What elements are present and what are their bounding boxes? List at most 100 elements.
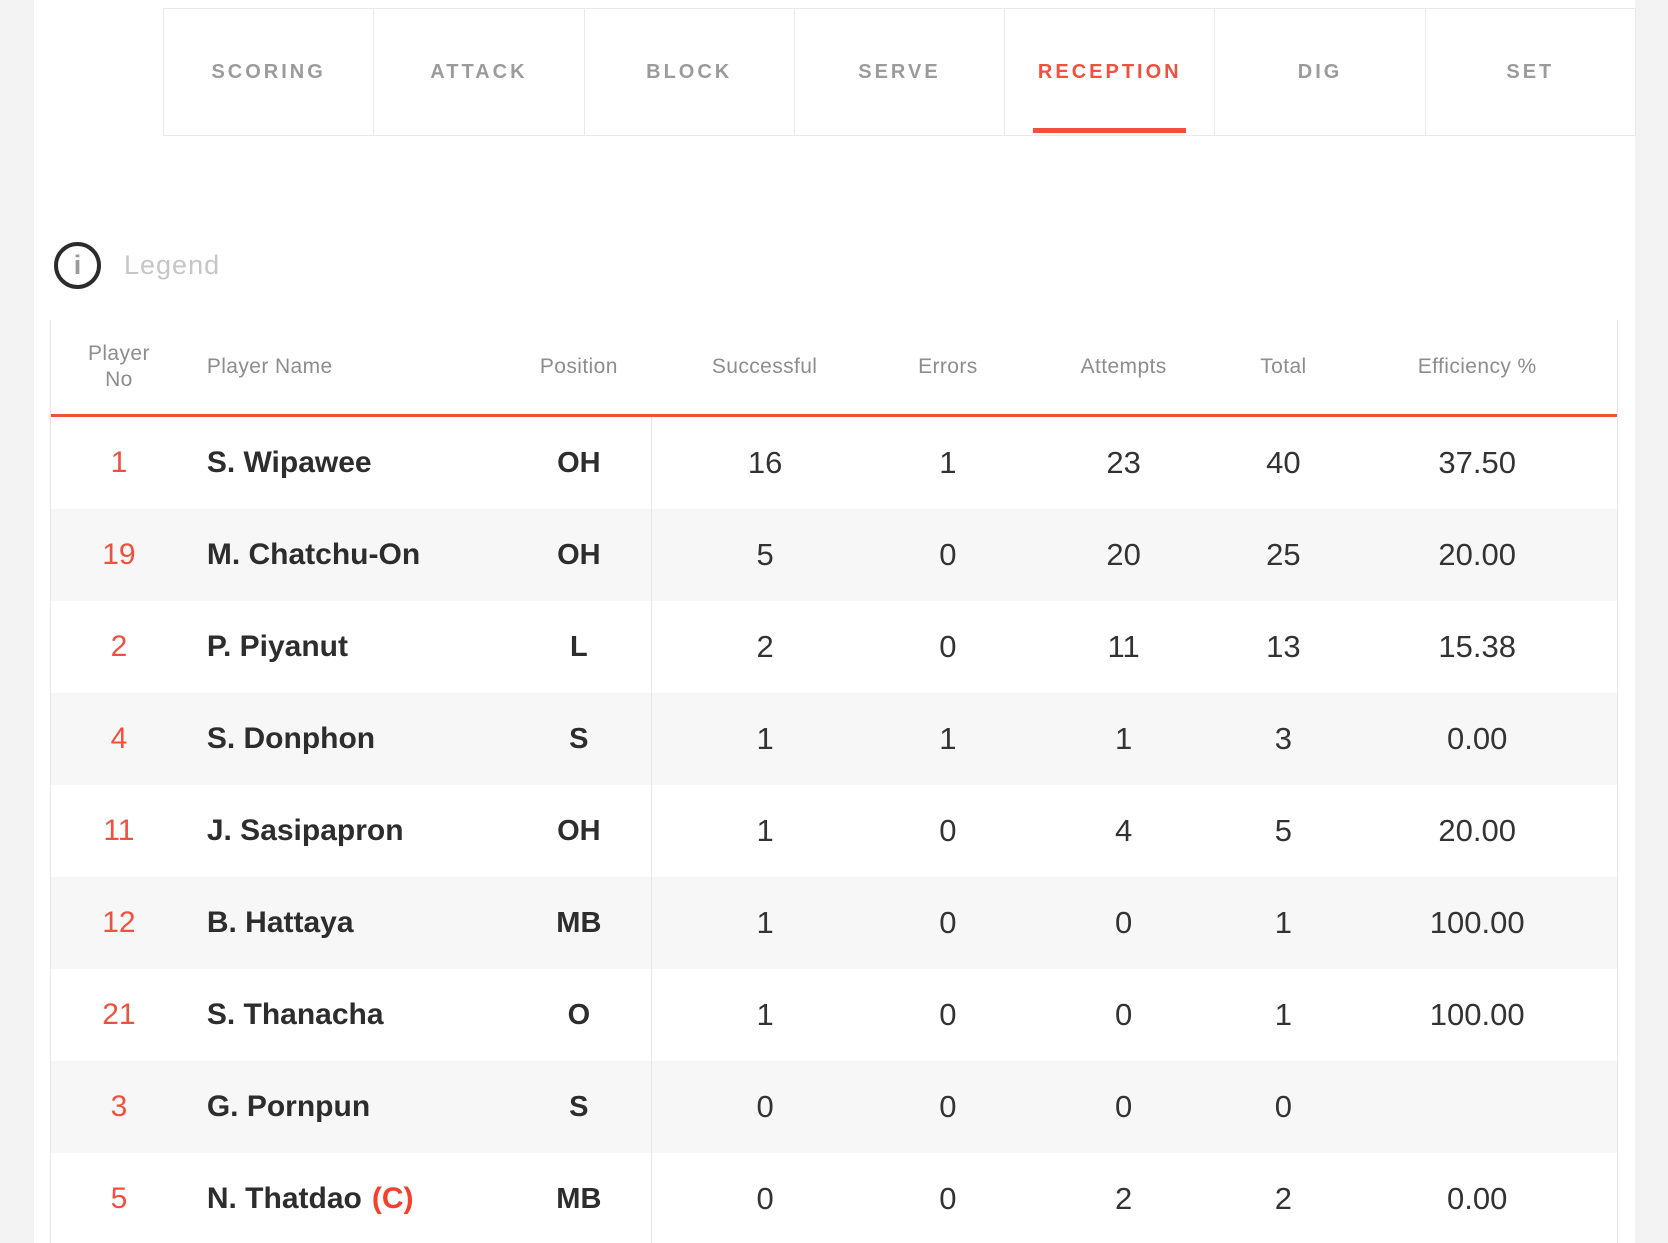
player-number-cell: 12	[102, 906, 136, 939]
player-name-cell: J. Sasipapron	[187, 785, 507, 877]
player-name: G. Pornpun	[206, 1090, 371, 1123]
total-cell: 0	[1274, 1089, 1293, 1124]
attempts-cell: 1	[1115, 721, 1133, 756]
captain-mark: (C)	[371, 1182, 414, 1215]
successful-cell: 1	[651, 785, 878, 877]
header-total: Total	[1260, 355, 1307, 378]
header-position: Position	[539, 355, 618, 378]
table-row: 11 J. Sasipapron OH 1 0 4 5 20.00	[51, 785, 1617, 877]
tab-reception[interactable]: RECEPTION	[1004, 8, 1216, 136]
table-header-row: Player No Player Name Position Successfu…	[51, 320, 1617, 414]
position-cell: OH	[557, 446, 601, 479]
tab-set[interactable]: SET	[1424, 8, 1636, 136]
successful-cell: 1	[651, 693, 878, 785]
table-body: 1 S. Wipawee OH 16 1 23 40 37.50 19 M. C…	[51, 417, 1617, 1243]
player-name-cell: G. Pornpun	[187, 1061, 507, 1153]
tab-block[interactable]: BLOCK	[583, 8, 795, 136]
header-player-name: Player Name	[206, 355, 333, 378]
efficiency-cell: 0.00	[1446, 1181, 1508, 1216]
tab-scoring[interactable]: SCORING	[163, 8, 375, 136]
info-icon[interactable]: i	[54, 242, 101, 289]
efficiency-cell: 20.00	[1438, 813, 1516, 848]
position-cell: O	[567, 998, 591, 1031]
player-number-cell: 3	[110, 1090, 128, 1123]
attempts-cell: 0	[1115, 905, 1133, 940]
errors-cell: 0	[939, 1089, 957, 1124]
table-row: 3 G. Pornpun S 0 0 0 0	[51, 1061, 1617, 1153]
player-name-cell: S. Thanacha	[187, 969, 507, 1061]
player-name-cell: B. Hattaya	[187, 877, 507, 969]
player-name-cell: M. Chatchu-On	[187, 509, 507, 601]
table-row: 2 P. Piyanut L 2 0 11 13 15.38	[51, 601, 1617, 693]
position-cell: OH	[557, 538, 601, 571]
total-cell: 3	[1274, 721, 1293, 756]
header-attempts: Attempts	[1080, 355, 1167, 378]
total-cell: 40	[1266, 445, 1301, 480]
player-number-cell: 5	[110, 1182, 128, 1215]
errors-cell: 0	[939, 1181, 957, 1216]
player-name-cell: S. Donphon	[187, 693, 507, 785]
successful-cell: 0	[651, 1061, 878, 1153]
header-underline	[51, 414, 1617, 417]
player-number-cell: 1	[110, 446, 128, 479]
table-row: 19 M. Chatchu-On OH 5 0 20 25 20.00	[51, 509, 1617, 601]
table-row: 5 N. Thatdao (C) MB 0 0 2 2 0.00	[51, 1153, 1617, 1243]
player-name: S. Wipawee	[206, 446, 372, 479]
legend-control[interactable]: i Legend	[54, 242, 220, 289]
errors-cell: 0	[939, 813, 957, 848]
stats-tab-bar: SCORING ATTACK BLOCK SERVE RECEPTION DIG…	[163, 8, 1636, 136]
position-cell: L	[569, 630, 588, 663]
table-row: 21 S. Thanacha O 1 0 0 1 100.00	[51, 969, 1617, 1061]
header-player-no: Player No	[87, 341, 150, 391]
player-number-cell: 19	[102, 538, 136, 571]
player-name: S. Donphon	[206, 722, 376, 755]
tab-serve[interactable]: SERVE	[793, 8, 1006, 136]
efficiency-cell: 37.50	[1438, 445, 1516, 480]
successful-cell: 16	[651, 417, 878, 509]
attempts-cell: 4	[1115, 813, 1133, 848]
successful-cell: 1	[651, 969, 878, 1061]
table-row: 1 S. Wipawee OH 16 1 23 40 37.50	[51, 417, 1617, 509]
efficiency-cell: 100.00	[1429, 905, 1525, 940]
position-cell: OH	[557, 814, 601, 847]
total-cell: 5	[1274, 813, 1293, 848]
player-name: J. Sasipapron	[206, 814, 404, 847]
efficiency-cell: 20.00	[1438, 537, 1516, 572]
player-number-cell: 4	[110, 722, 128, 755]
position-cell: MB	[556, 1182, 602, 1215]
attempts-cell: 23	[1106, 445, 1141, 480]
legend-label: Legend	[124, 250, 221, 280]
header-successful: Successful	[711, 355, 818, 378]
efficiency-cell: 15.38	[1438, 629, 1516, 664]
errors-cell: 0	[939, 629, 957, 664]
player-number-cell: 11	[103, 814, 135, 847]
player-name: M. Chatchu-On	[206, 538, 421, 571]
errors-cell: 1	[939, 445, 957, 480]
header-errors: Errors	[918, 355, 978, 378]
tab-dig[interactable]: DIG	[1214, 8, 1426, 136]
tab-attack[interactable]: ATTACK	[373, 8, 585, 136]
errors-cell: 0	[939, 905, 957, 940]
total-cell: 25	[1266, 537, 1301, 572]
total-cell: 1	[1274, 997, 1293, 1032]
table-row: 4 S. Donphon S 1 1 1 3 0.00	[51, 693, 1617, 785]
attempts-cell: 20	[1106, 537, 1141, 572]
reception-stats-table: Player No Player Name Position Successfu…	[50, 320, 1618, 1243]
attempts-cell: 0	[1115, 1089, 1133, 1124]
player-name-cell: P. Piyanut	[187, 601, 507, 693]
successful-cell: 2	[651, 601, 878, 693]
attempts-cell: 0	[1115, 997, 1133, 1032]
player-number-cell: 2	[110, 630, 128, 663]
position-cell: MB	[556, 906, 602, 939]
player-number-cell: 21	[102, 998, 136, 1031]
errors-cell: 0	[939, 997, 957, 1032]
player-name-cell: S. Wipawee	[187, 417, 507, 509]
table-row: 12 B. Hattaya MB 1 0 0 1 100.00	[51, 877, 1617, 969]
attempts-cell: 11	[1107, 629, 1140, 664]
efficiency-cell	[1337, 1061, 1617, 1153]
errors-cell: 1	[939, 721, 957, 756]
successful-cell: 0	[651, 1153, 878, 1243]
player-name: P. Piyanut	[206, 630, 348, 663]
info-icon-glyph: i	[73, 250, 82, 280]
